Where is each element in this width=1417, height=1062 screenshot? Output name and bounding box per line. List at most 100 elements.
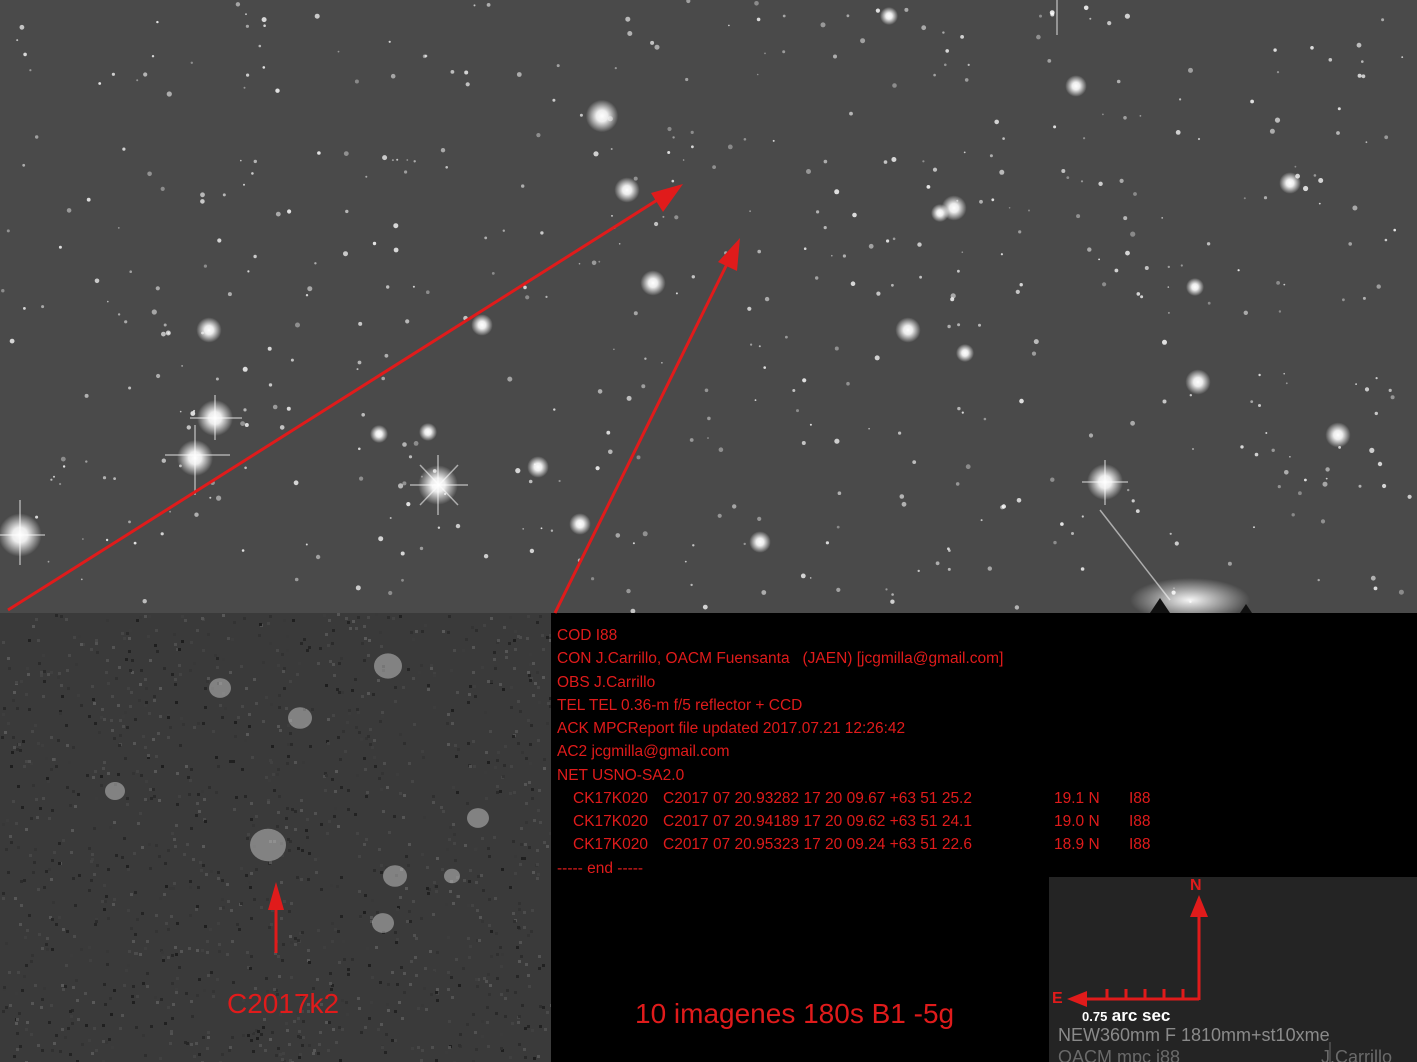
noise-speck (266, 990, 269, 993)
noise-speck (160, 949, 163, 952)
noise-speck (255, 868, 258, 871)
star (1407, 494, 1412, 499)
noise-speck (306, 649, 309, 652)
star (754, 1, 759, 6)
noise-speck (28, 639, 31, 642)
noise-speck (423, 816, 426, 819)
noise-speck (346, 721, 349, 724)
noise-speck (337, 930, 340, 933)
noise-speck (494, 766, 497, 769)
noise-speck (329, 972, 332, 975)
noise-speck (176, 922, 179, 925)
noise-speck (465, 638, 468, 641)
noise-speck (387, 983, 390, 986)
noise-speck (103, 884, 106, 887)
noise-speck (367, 616, 370, 619)
noise-speck (329, 660, 332, 663)
noise-speck (462, 649, 465, 652)
noise-speck (232, 760, 235, 763)
star (728, 24, 730, 27)
noise-speck (436, 951, 439, 954)
noise-speck (89, 959, 92, 962)
star (749, 210, 751, 213)
noise-speck (306, 836, 309, 839)
noise-speck (467, 904, 470, 907)
noise-speck (174, 643, 177, 646)
noise-speck (296, 876, 299, 879)
noise-speck (340, 786, 343, 789)
star (618, 243, 621, 245)
noise-speck (301, 849, 304, 852)
noise-speck (218, 950, 221, 953)
noise-speck (176, 803, 179, 806)
star (540, 231, 544, 235)
star (612, 226, 616, 229)
noise-speck (512, 735, 515, 738)
noise-speck (271, 909, 274, 912)
star (240, 421, 246, 426)
noise-speck (71, 1009, 74, 1012)
star (1269, 128, 1275, 134)
noise-speck (294, 937, 297, 940)
noise-speck (473, 765, 476, 768)
noise-speck (262, 1026, 265, 1029)
noise-speck (363, 757, 366, 760)
star (275, 211, 281, 217)
noise-speck (64, 985, 67, 988)
noise-speck (21, 989, 24, 992)
noise-speck (46, 777, 49, 780)
star (610, 148, 613, 150)
noise-speck (107, 868, 110, 871)
noise-speck (364, 1026, 367, 1029)
star (957, 406, 961, 411)
compass-arrows (1067, 895, 1331, 1062)
noise-speck (282, 943, 285, 946)
noise-speck (57, 676, 60, 679)
noise-speck (421, 1004, 424, 1007)
noise-speck (186, 843, 189, 846)
star (782, 14, 786, 18)
star (286, 406, 291, 411)
noise-speck (421, 1049, 424, 1052)
noise-speck (403, 742, 406, 745)
noise-speck (108, 1038, 111, 1041)
star (245, 24, 249, 28)
noise-speck (340, 876, 343, 879)
noise-speck (252, 1050, 255, 1053)
noise-speck (39, 807, 42, 810)
noise-speck (521, 1004, 524, 1007)
noise-speck (217, 871, 220, 874)
noise-speck (484, 771, 487, 774)
star (355, 585, 361, 591)
noise-speck (206, 1047, 209, 1050)
noise-speck (509, 1056, 512, 1059)
noise-speck (509, 886, 512, 889)
noise-speck (493, 658, 496, 661)
star (991, 198, 995, 202)
noise-speck (34, 848, 37, 851)
noise-speck (407, 668, 410, 671)
star (717, 513, 722, 518)
noise-speck (19, 749, 22, 752)
noise-speck (363, 843, 366, 846)
noise-speck (431, 1046, 434, 1049)
noise-speck (78, 874, 81, 877)
noise-speck (101, 708, 104, 711)
star (757, 249, 761, 254)
noise-speck (458, 984, 461, 987)
star (253, 159, 257, 164)
star (960, 35, 964, 39)
noise-speck (330, 884, 333, 887)
noise-speck (229, 671, 232, 674)
noise-speck (525, 757, 528, 760)
noise-speck (458, 647, 461, 650)
star (692, 544, 695, 547)
noise-speck (283, 687, 286, 690)
star (606, 430, 611, 435)
noise-speck (43, 987, 46, 990)
noise-speck (75, 663, 78, 666)
noise-speck (174, 678, 177, 681)
noise-speck (105, 1041, 108, 1044)
noise-speck (270, 761, 273, 764)
noise-speck (66, 930, 69, 933)
